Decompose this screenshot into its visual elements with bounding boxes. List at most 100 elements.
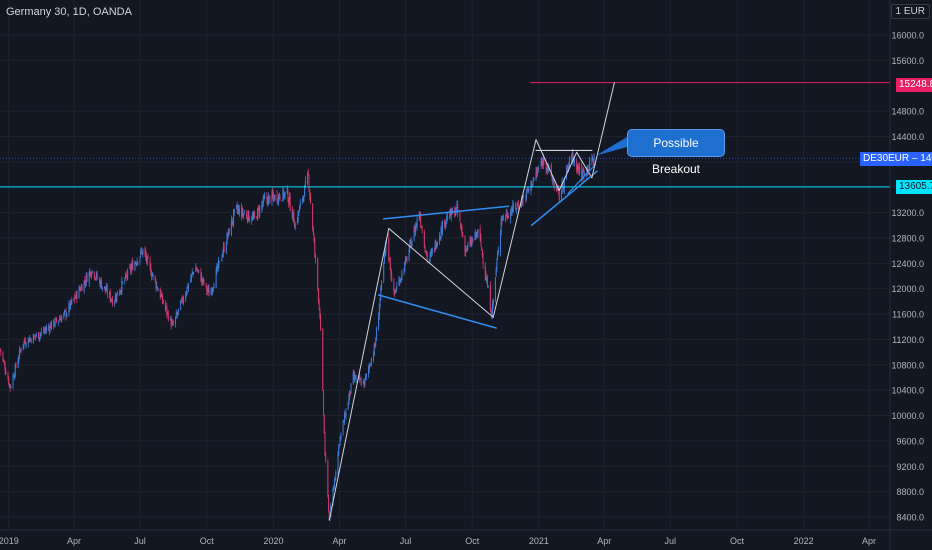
candle-body: [517, 204, 519, 205]
candle-body: [541, 162, 543, 165]
drawings[interactable]: [0, 82, 890, 521]
candle-body: [274, 194, 276, 200]
y-tick-label: 15600.0: [891, 56, 924, 66]
candle-body: [74, 296, 76, 300]
candle-body: [136, 260, 138, 266]
candle-body: [101, 280, 103, 289]
candle-body: [581, 164, 583, 180]
triangle-line-c[interactable]: [576, 151, 593, 179]
candle-body: [146, 255, 148, 261]
candle-body: [586, 166, 588, 176]
candle-body: [333, 487, 335, 491]
candle-body: [111, 300, 113, 302]
candle-body: [104, 286, 106, 291]
candle-body: [81, 286, 83, 291]
candle-body: [573, 159, 575, 164]
candle-body: [90, 274, 92, 277]
candle-body: [105, 289, 107, 292]
candle-body: [61, 316, 63, 322]
candle-body: [542, 157, 544, 166]
symbol-title[interactable]: Germany 30, 1D, OANDA: [6, 6, 132, 18]
triangle-support-line[interactable]: [530, 170, 598, 227]
triangle-line-b[interactable]: [558, 151, 578, 191]
candle-body: [523, 196, 525, 198]
candle-body: [436, 242, 438, 247]
candle-body: [409, 242, 411, 249]
candle-body: [467, 245, 469, 247]
candle-body: [259, 206, 261, 217]
candle-body: [542, 160, 544, 167]
pattern-line-rally[interactable]: [328, 227, 390, 521]
candle-body: [169, 317, 171, 320]
candle-body: [8, 383, 10, 385]
candle-body: [525, 194, 527, 199]
candle-body: [186, 286, 188, 294]
candle-body: [486, 280, 488, 282]
candle-body: [526, 189, 528, 191]
candle-body: [460, 222, 462, 226]
candle-body: [50, 324, 52, 329]
annotation-callout[interactable]: Possible Breakout: [627, 129, 725, 176]
candle-body: [15, 363, 17, 367]
candle-body: [413, 227, 415, 241]
candle-body: [176, 313, 178, 315]
candle-body: [135, 262, 137, 264]
candle-body: [315, 254, 317, 259]
candle-body: [563, 178, 565, 190]
projection-line[interactable]: [591, 82, 615, 179]
candle-body: [545, 163, 547, 170]
candle-body: [515, 205, 517, 210]
candle-body: [347, 402, 349, 410]
pattern-line-breakout-leg[interactable]: [492, 139, 537, 318]
candle-body: [242, 213, 244, 216]
candle-body: [495, 268, 497, 276]
candle-body: [462, 235, 464, 237]
candle-body: [396, 285, 398, 290]
candle-body: [190, 278, 192, 283]
candle-body: [198, 270, 200, 272]
candle-body: [592, 158, 594, 160]
candle-body: [471, 239, 473, 242]
candle-body: [415, 224, 417, 226]
candle-body: [243, 213, 245, 216]
candle-body: [191, 272, 193, 274]
triangle-support-line-short[interactable]: [567, 163, 597, 195]
candle-body: [307, 173, 309, 184]
candle-body: [23, 341, 25, 345]
candle-body: [0, 349, 2, 353]
candle-body: [32, 334, 34, 344]
candle-body: [538, 168, 540, 170]
candle-body: [373, 344, 375, 356]
candle-body: [410, 239, 412, 242]
candle-body: [348, 396, 350, 404]
candle-body: [253, 214, 255, 218]
channel-upper-line[interactable]: [382, 205, 510, 220]
candle-body: [63, 312, 65, 317]
candle-body: [304, 181, 306, 187]
candle-body: [511, 211, 513, 214]
candle-body: [359, 376, 361, 381]
candle-body: [383, 254, 385, 262]
candle-body: [80, 286, 82, 291]
candle-body: [132, 261, 134, 271]
candle-body: [233, 208, 235, 212]
channel-lower-line[interactable]: [377, 294, 497, 329]
candle-body: [206, 285, 208, 291]
candle-body: [454, 208, 456, 217]
candles: [0, 148, 595, 521]
candle-body: [339, 436, 341, 444]
candle-body: [9, 384, 11, 389]
candle-body: [435, 241, 437, 249]
candle-body: [14, 375, 16, 378]
triangle-line-a[interactable]: [535, 139, 560, 191]
candle-body: [368, 366, 370, 370]
candle-body: [404, 261, 406, 271]
currency-button[interactable]: 1 EUR: [890, 4, 930, 19]
candle-body: [196, 267, 198, 271]
pattern-line-pullback[interactable]: [388, 227, 494, 318]
candle-body: [166, 305, 168, 315]
candle-body: [134, 262, 136, 271]
